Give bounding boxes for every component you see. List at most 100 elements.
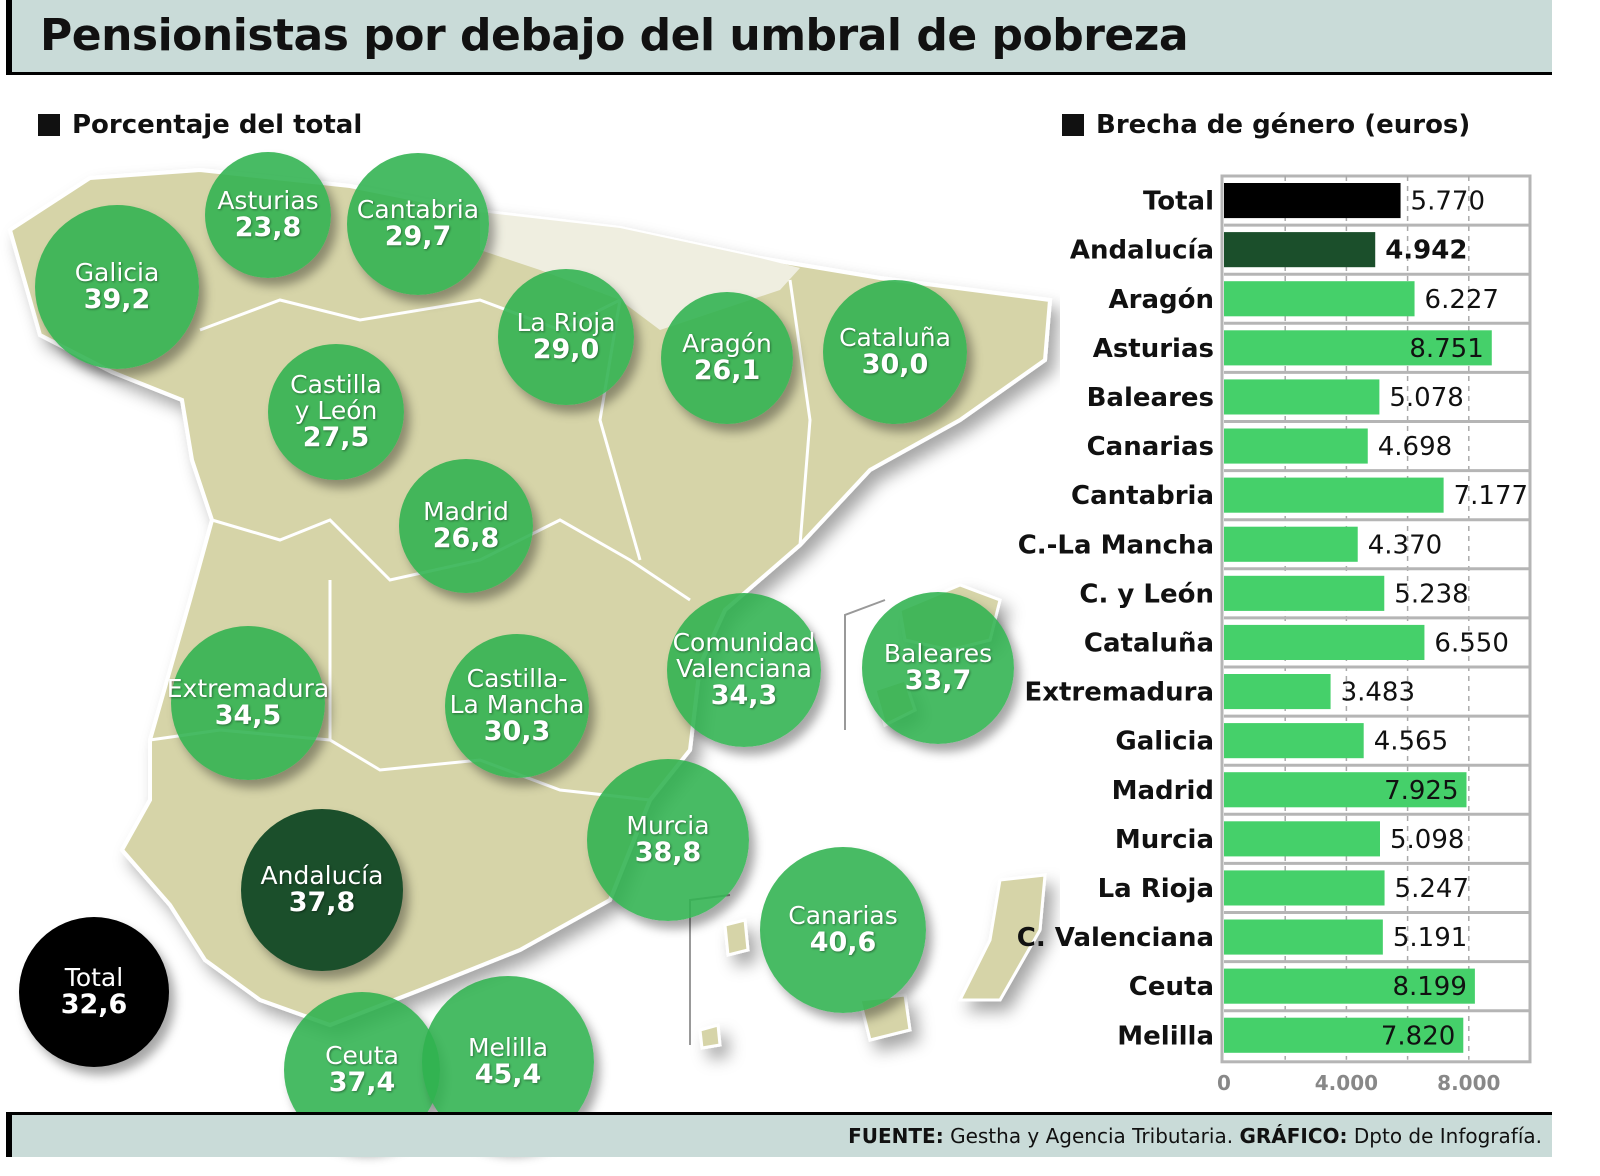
region-value: 32,6 bbox=[60, 988, 128, 1020]
region-circle-la-rioja: La Rioja 29,0 bbox=[498, 269, 634, 405]
region-name: Baleares bbox=[883, 638, 993, 668]
bar-16 bbox=[1224, 968, 1475, 1004]
region-value: 33,7 bbox=[904, 664, 972, 696]
region-name: Total bbox=[64, 962, 124, 992]
region-circle-cantabria: Cantabria 29,7 bbox=[347, 153, 489, 295]
square-bullet-icon bbox=[1062, 114, 1084, 136]
region-name: Comunidad Valenciana bbox=[672, 627, 816, 683]
bar-4 bbox=[1224, 379, 1380, 415]
region-circle-madrid: Madrid 26,8 bbox=[399, 459, 533, 593]
x-tick-label: 4.000 bbox=[1315, 1071, 1378, 1095]
category-label: Canarias bbox=[1087, 432, 1214, 462]
category-label: Baleares bbox=[1087, 383, 1214, 413]
region-value: 29,0 bbox=[532, 333, 600, 365]
graphic-text: Dpto de Infografía. bbox=[1353, 1124, 1542, 1148]
value-label: 5.098 bbox=[1390, 825, 1464, 855]
bar-10 bbox=[1224, 674, 1331, 710]
chart-frame bbox=[1220, 174, 1532, 1064]
bar-2 bbox=[1224, 281, 1415, 317]
region-circle-castilla-y-león: Castilla y León 27,5 bbox=[268, 344, 404, 480]
region-name: Canarias bbox=[788, 900, 898, 930]
chart-title: Brecha de género (euros) bbox=[1096, 110, 1471, 140]
region-value: 26,8 bbox=[432, 522, 500, 554]
value-label: 6.227 bbox=[1425, 285, 1499, 315]
bar-6 bbox=[1224, 477, 1444, 513]
region-value: 37,8 bbox=[288, 886, 356, 918]
category-label: C. y León bbox=[1079, 579, 1214, 609]
category-label: Madrid bbox=[1112, 776, 1214, 806]
region-circle-galicia: Galicia 39,2 bbox=[35, 205, 199, 369]
x-tick-label: 0 bbox=[1217, 1071, 1231, 1095]
region-circle-asturias: Asturias 23,8 bbox=[205, 152, 331, 278]
value-label: 5.078 bbox=[1389, 383, 1463, 413]
region-circle-baleares: Baleares 33,7 bbox=[862, 592, 1014, 744]
category-label: Galicia bbox=[1115, 727, 1214, 757]
region-name: Cantabria bbox=[356, 194, 480, 224]
region-circle-murcia: Murcia 38,8 bbox=[587, 759, 749, 921]
value-label: 5.247 bbox=[1395, 874, 1469, 904]
region-circle-cataluña: Cataluña 30,0 bbox=[823, 280, 967, 424]
region-name: Murcia bbox=[626, 810, 710, 840]
credits: FUENTE: Gestha y Agencia Tributaria. GRÁ… bbox=[848, 1124, 1542, 1148]
value-label: 8.751 bbox=[1409, 334, 1483, 364]
title-bar: Pensionistas por debajo del umbral de po… bbox=[6, 0, 1552, 75]
bar-9 bbox=[1224, 624, 1425, 660]
map-heading: Porcentaje del total bbox=[38, 110, 362, 140]
value-label: 6.550 bbox=[1434, 628, 1508, 658]
square-bullet-icon bbox=[38, 114, 60, 136]
x-tick-label: 8.000 bbox=[1437, 1071, 1500, 1095]
value-label: 4.565 bbox=[1374, 727, 1448, 757]
region-name: Andalucía bbox=[260, 860, 384, 890]
category-label: Melilla bbox=[1117, 1021, 1214, 1051]
region-name: Asturias bbox=[217, 185, 319, 215]
region-name: Ceuta bbox=[325, 1040, 399, 1070]
region-name: Extremadura bbox=[166, 673, 330, 703]
region-value: 27,5 bbox=[302, 422, 370, 454]
category-label: La Rioja bbox=[1098, 874, 1214, 904]
region-name: Melilla bbox=[467, 1032, 549, 1062]
value-label: 7.820 bbox=[1381, 1021, 1455, 1051]
bar-5 bbox=[1224, 428, 1368, 464]
region-name: Castilla y León bbox=[290, 369, 382, 425]
value-label: 5.238 bbox=[1394, 579, 1468, 609]
region-value: 40,6 bbox=[809, 926, 877, 958]
graphic-label: GRÁFICO: bbox=[1239, 1124, 1348, 1148]
region-circle-extremadura: Extremadura 34,5 bbox=[167, 626, 329, 780]
region-value: 34,5 bbox=[214, 699, 282, 731]
category-label: Murcia bbox=[1115, 825, 1214, 855]
source-text: Gestha y Agencia Tributaria. bbox=[950, 1124, 1234, 1148]
footer: FUENTE: Gestha y Agencia Tributaria. GRÁ… bbox=[6, 1112, 1552, 1157]
value-label: 4.698 bbox=[1378, 432, 1452, 462]
region-value: 26,1 bbox=[693, 354, 761, 386]
value-label: 4.370 bbox=[1368, 530, 1442, 560]
region-value: 30,0 bbox=[861, 348, 929, 380]
bar-0 bbox=[1224, 183, 1401, 219]
region-name: La Rioja bbox=[516, 307, 616, 337]
region-circle-canarias: Canarias 40,6 bbox=[760, 847, 926, 1013]
region-value: 29,7 bbox=[384, 220, 452, 252]
region-circle-comunidad-valenciana: Comunidad Valenciana 34,3 bbox=[667, 593, 821, 747]
bar-8 bbox=[1224, 575, 1385, 611]
value-label: 3.483 bbox=[1341, 678, 1415, 708]
value-label: 5.191 bbox=[1393, 923, 1467, 953]
bar-1 bbox=[1224, 232, 1376, 268]
value-label: 7.925 bbox=[1384, 776, 1458, 806]
region-value: 39,2 bbox=[83, 283, 151, 315]
map-heading-text: Porcentaje del total bbox=[72, 110, 363, 140]
category-label: Asturias bbox=[1093, 334, 1214, 364]
category-label: Cataluña bbox=[1084, 628, 1214, 658]
region-value: 45,4 bbox=[474, 1058, 542, 1090]
region-circle-total: Total 32,6 bbox=[19, 917, 169, 1067]
region-value: 34,3 bbox=[710, 680, 778, 712]
region-name: Castilla- La Mancha bbox=[449, 663, 585, 719]
region-value: 37,4 bbox=[328, 1066, 396, 1098]
bar-11 bbox=[1224, 723, 1364, 759]
region-name: Galicia bbox=[74, 257, 160, 287]
region-value: 23,8 bbox=[234, 211, 302, 243]
bar-15 bbox=[1224, 919, 1383, 955]
category-label: Ceuta bbox=[1129, 972, 1214, 1002]
category-label: Cantabria bbox=[1071, 481, 1214, 511]
bar-7 bbox=[1224, 526, 1358, 562]
region-circle-andalucía: Andalucía 37,8 bbox=[241, 809, 403, 971]
bar-17 bbox=[1224, 1017, 1464, 1053]
